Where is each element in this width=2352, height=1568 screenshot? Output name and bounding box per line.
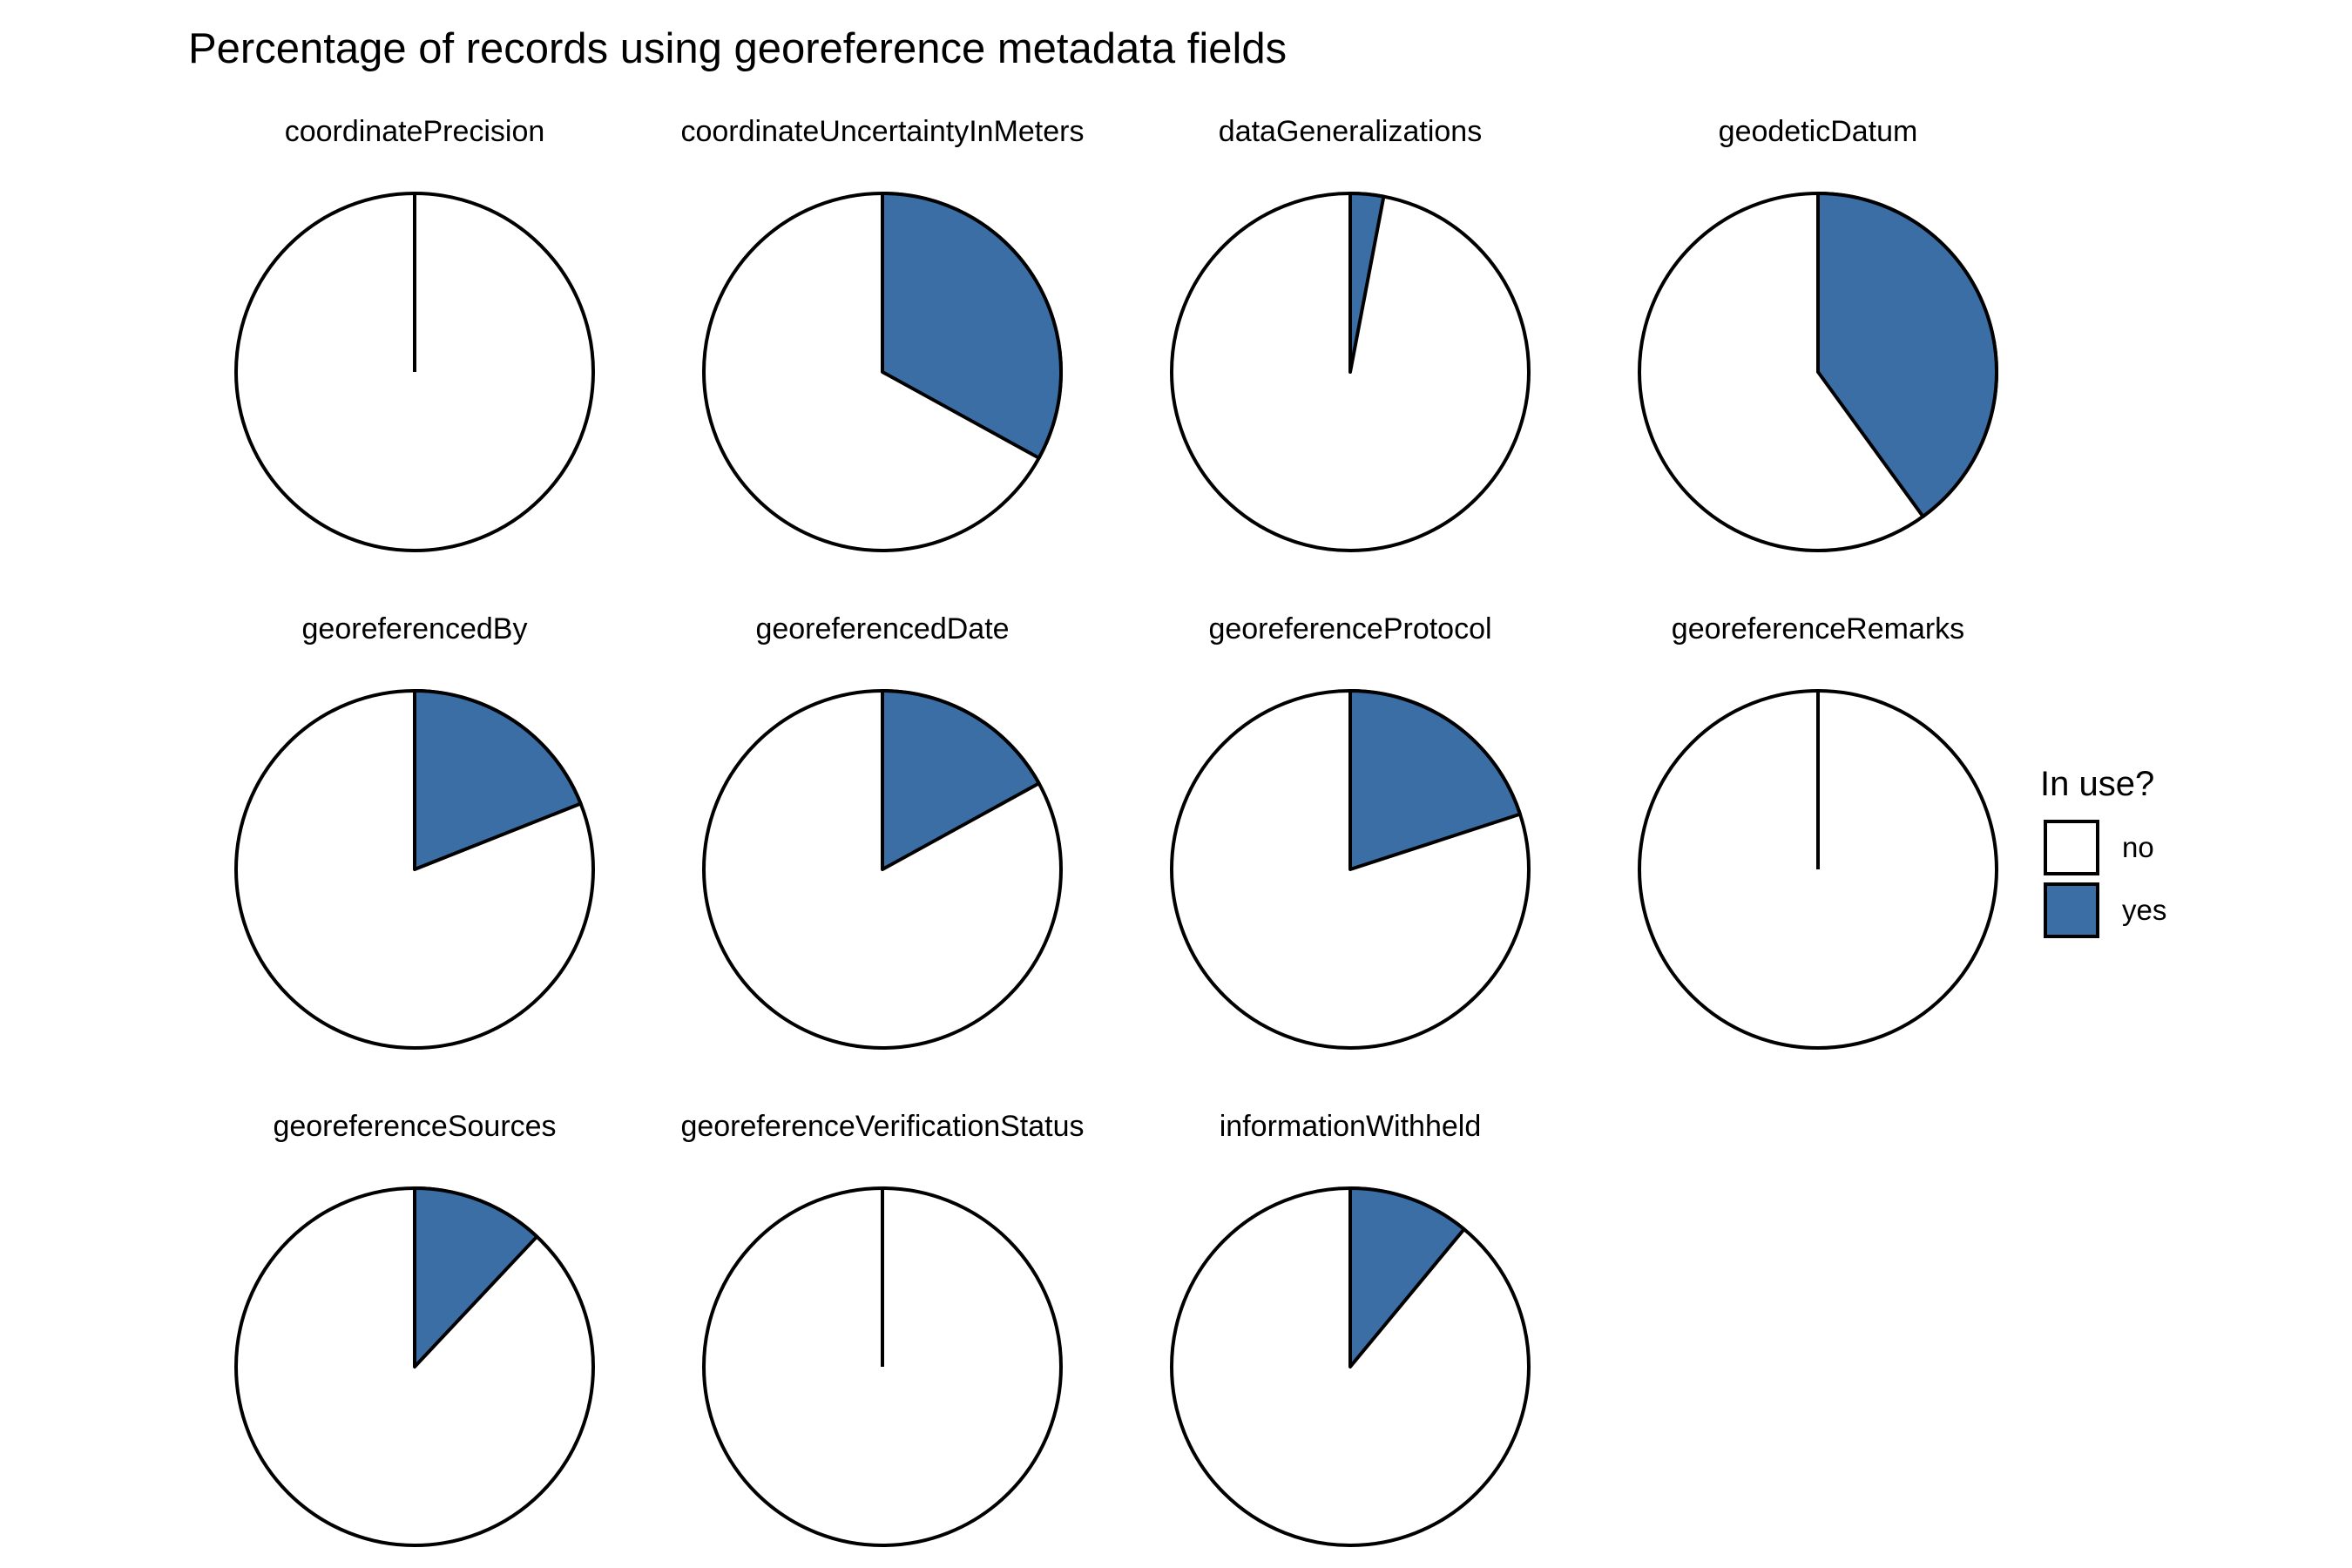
- panel-label-geodetic-datum: geodeticDatum: [1719, 115, 1918, 148]
- legend: In use? no yes: [2040, 765, 2166, 942]
- legend-label-no: no: [2122, 831, 2154, 863]
- panel-label-coordinate-uncertainty-in-meters: coordinateUncertaintyInMeters: [680, 115, 1084, 148]
- pie-slice-yes-coordinate-uncertainty-in-meters: [881, 192, 1063, 460]
- pie-slice-yes-georeference-protocol: [1348, 689, 1522, 871]
- legend-label-yes: yes: [2122, 894, 2167, 926]
- panel-label-georeference-verification-status: georeferenceVerificationStatus: [680, 1110, 1084, 1143]
- legend-swatch-yes: [2044, 882, 2099, 938]
- panel-label-information-withheld: informationWithheld: [1220, 1110, 1481, 1143]
- pie-slice-yes-georeference-sources: [413, 1186, 539, 1369]
- panel-label-data-generalizations: dataGeneralizations: [1219, 115, 1482, 148]
- panel-label-georeference-sources: georeferenceSources: [273, 1110, 556, 1143]
- pie-slice-yes-georeferenced-by: [413, 689, 583, 871]
- panel-label-coordinate-precision: coordinatePrecision: [285, 115, 545, 148]
- panel-label-georeference-protocol: georeferenceProtocol: [1208, 612, 1491, 645]
- legend-title: In use?: [2040, 765, 2155, 803]
- legend-swatch-no: [2044, 820, 2099, 875]
- pie-slice-yes-geodetic-datum: [1816, 192, 1998, 518]
- panel-label-georeferenced-date: georeferencedDate: [755, 612, 1009, 645]
- legend-item-yes: yes: [2040, 879, 2166, 942]
- pie-slice-yes-information-withheld: [1348, 1186, 1466, 1369]
- legend-item-no: no: [2040, 816, 2166, 879]
- pie-slice-yes-georeferenced-date: [881, 689, 1041, 871]
- panel-label-georeferenced-by: georeferencedBy: [302, 612, 528, 645]
- pie-slice-yes-data-generalizations: [1348, 192, 1386, 374]
- chart-title: Percentage of records using georeference…: [188, 25, 1288, 72]
- panel-label-georeference-remarks: georeferenceRemarks: [1672, 612, 1964, 645]
